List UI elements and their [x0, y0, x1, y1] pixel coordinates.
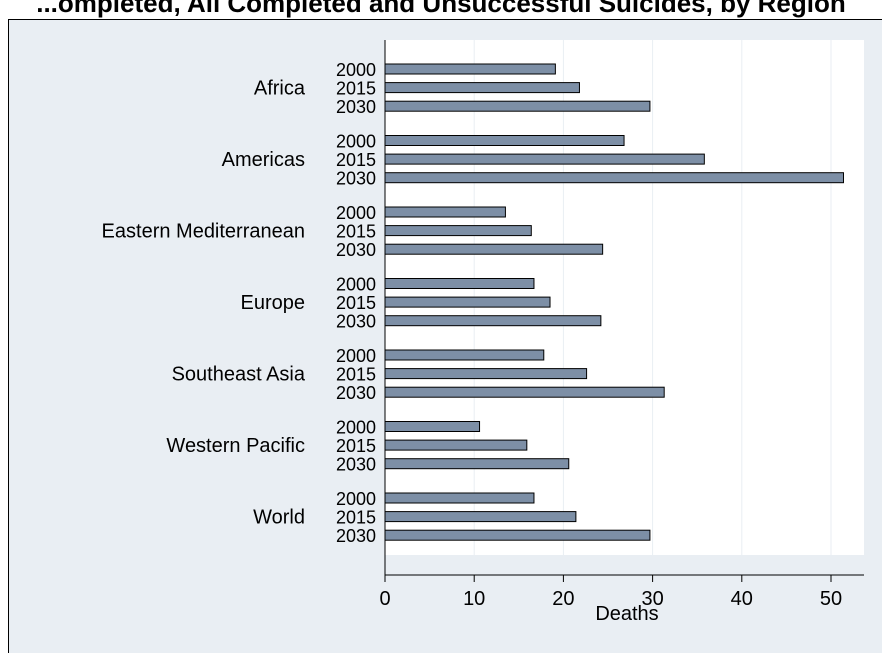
- year-label: 2000: [336, 418, 376, 438]
- year-label: 2015: [336, 79, 376, 99]
- category-label: Eastern Mediterranean: [102, 221, 305, 243]
- category-label: World: [253, 507, 305, 529]
- bar: [384, 243, 604, 255]
- x-tick-label: 10: [463, 588, 485, 610]
- bar: [384, 529, 651, 541]
- x-axis-title: Deaths: [595, 603, 658, 625]
- year-label: 2015: [336, 436, 376, 456]
- x-tick-label: 30: [641, 588, 663, 610]
- bar: [384, 278, 535, 289]
- year-label: 2030: [336, 97, 376, 117]
- x-tick-label: 40: [731, 588, 753, 610]
- bar: [384, 349, 545, 361]
- year-label: 2015: [336, 150, 376, 170]
- bar: [384, 172, 844, 184]
- year-label: 2030: [336, 383, 376, 403]
- bar: [384, 368, 588, 380]
- bar: [384, 492, 535, 504]
- year-label: 2000: [336, 346, 376, 366]
- year-label: 2000: [336, 275, 376, 295]
- bar: [384, 63, 556, 75]
- category-label: Southeast Asia: [172, 364, 306, 386]
- chart-title: ...ompleted, All Completed and Unsuccess…: [36, 0, 846, 18]
- bar: [384, 386, 665, 398]
- x-tick-label: 50: [820, 588, 842, 610]
- bar: [384, 511, 577, 523]
- bar: [384, 439, 528, 451]
- bar: [384, 458, 570, 470]
- bar: [384, 135, 625, 146]
- bar: [384, 82, 580, 94]
- bar: [384, 100, 651, 112]
- year-label: 2000: [336, 203, 376, 223]
- year-label: 2015: [336, 365, 376, 385]
- bar: [384, 225, 532, 237]
- bar: [384, 153, 705, 165]
- year-label: 2000: [336, 132, 376, 152]
- year-label: 2015: [336, 222, 376, 242]
- bar: [384, 296, 551, 308]
- category-label: Europe: [241, 292, 306, 314]
- year-label: 2000: [336, 489, 376, 509]
- year-label: 2030: [336, 455, 376, 475]
- year-label: 2015: [336, 293, 376, 313]
- year-label: 2030: [336, 312, 376, 332]
- year-label: 2015: [336, 508, 376, 528]
- bar: [384, 206, 506, 218]
- year-label: 2030: [336, 240, 376, 260]
- category-label: Americas: [222, 149, 305, 171]
- year-label: 2000: [336, 60, 376, 80]
- x-tick-label: 0: [379, 588, 390, 610]
- bar: [384, 315, 602, 327]
- year-label: 2030: [336, 169, 376, 189]
- x-tick-label: 20: [552, 588, 574, 610]
- year-label: 2030: [336, 526, 376, 546]
- bar: [384, 421, 481, 432]
- category-label: Western Pacific: [166, 435, 305, 457]
- category-label: Africa: [254, 78, 306, 100]
